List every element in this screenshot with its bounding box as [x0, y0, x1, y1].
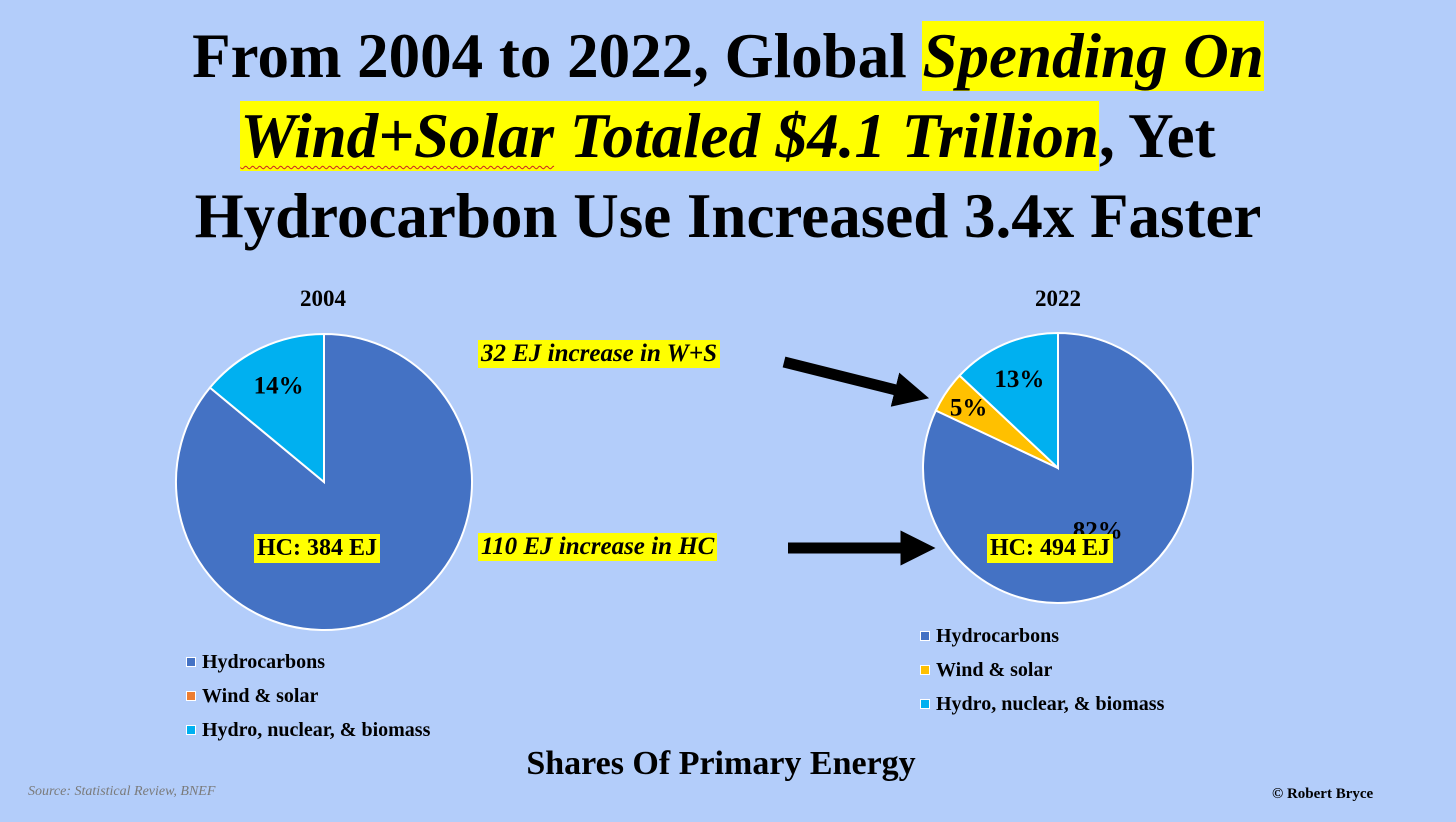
- legend-swatch-wind-solar: [920, 665, 930, 675]
- title-part2: , Yet: [1098, 101, 1216, 171]
- hc-2004-label: HC: 384 EJ: [254, 534, 380, 563]
- title-highlight-1: Spending On: [922, 21, 1264, 91]
- legend-label: Hydro, nuclear, & biomass: [936, 692, 1165, 715]
- legend-label: Wind & solar: [936, 658, 1053, 681]
- legend-item: Hydro, nuclear, & biomass: [920, 687, 1164, 721]
- title-highlight-2: Totaled $4.1 Trillion: [554, 101, 1099, 171]
- legend-item: Hydrocarbons: [920, 619, 1164, 653]
- pie-2022-slice-hydro-nuclear-biomass: [958, 331, 1059, 471]
- pie-2004-slice-hydro-nuclear-biomass: [208, 332, 325, 485]
- legend-label: Wind & solar: [202, 684, 319, 707]
- source-note: Source: Statistical Review, BNEF: [28, 784, 216, 799]
- pie-2004-label-hydro-nuclear-biomass: 14%: [254, 373, 304, 400]
- pie-2004: 86%14%: [175, 332, 473, 631]
- callout-ws-increase: 32 EJ increase in W+S: [478, 340, 721, 368]
- callout-hc-increase: 110 EJ increase in HC: [478, 533, 718, 561]
- pie-2004-title: 2004: [300, 286, 346, 311]
- legend-item: Hydro, nuclear, & biomass: [186, 713, 430, 747]
- chart-title: From 2004 to 2022, Global Spending On Wi…: [0, 16, 1456, 256]
- legend-label: Hydrocarbons: [202, 650, 325, 673]
- arrow-ws-increase: [782, 356, 930, 407]
- hc-2022-label: HC: 494 EJ: [987, 534, 1113, 563]
- legend-item: Hydrocarbons: [186, 645, 430, 679]
- legend-swatch-hydrocarbons: [920, 631, 930, 641]
- title-line3: Hydrocarbon Use Increased 3.4x Faster: [194, 181, 1262, 251]
- pie-2022-title: 2022: [1035, 286, 1081, 311]
- legend-2022: Hydrocarbons Wind & solar Hydro, nuclear…: [920, 619, 1164, 721]
- title-part1: From 2004 to 2022, Global: [192, 21, 923, 91]
- legend-swatch-hydro: [920, 699, 930, 709]
- legend-item: Wind & solar: [920, 653, 1164, 687]
- legend-label: Hydrocarbons: [936, 624, 1059, 647]
- pie-2022-label-wind-solar: 5%: [950, 394, 988, 421]
- legend-2004: Hydrocarbons Wind & solar Hydro, nuclear…: [186, 645, 430, 747]
- credit: © Robert Bryce: [1272, 786, 1374, 802]
- chart-subtitle: Shares Of Primary Energy: [526, 745, 916, 782]
- title-highlight-underlined: Wind+Solar: [240, 101, 555, 171]
- legend-swatch-wind-solar: [186, 691, 196, 701]
- legend-swatch-hydrocarbons: [186, 657, 196, 667]
- pie-2022-label-hydro-nuclear-biomass: 13%: [994, 366, 1044, 393]
- legend-swatch-hydro: [186, 725, 196, 735]
- legend-label: Hydro, nuclear, & biomass: [202, 718, 431, 741]
- legend-item: Wind & solar: [186, 679, 430, 713]
